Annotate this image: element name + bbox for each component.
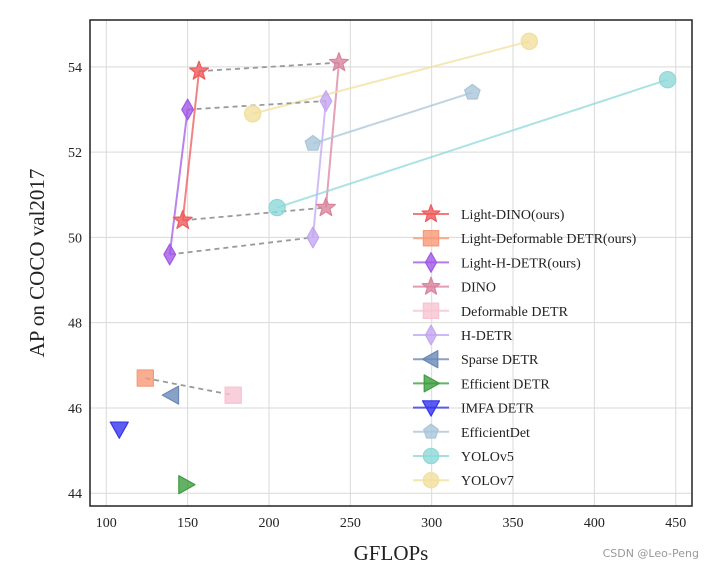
legend-marker-deformable-detr	[422, 302, 440, 320]
data-point-light-deformable-detr-ours	[136, 369, 155, 387]
series-line-h-detr	[311, 100, 327, 238]
x-tick-label: 100	[96, 516, 117, 531]
x-tick-label: 200	[258, 516, 279, 531]
x-tick-label: 250	[340, 516, 361, 531]
series-line-light-dino-ours	[181, 71, 201, 221]
x-tick-label: 400	[584, 516, 605, 531]
data-point-yolov7	[520, 32, 538, 51]
legend: Light-DINO(ours) Light-Deformable DETR(ou…	[413, 204, 637, 489]
legend-marker-efficientdet	[423, 423, 439, 439]
legend-marker-light-deformable-detr-ours	[422, 229, 440, 247]
y-tick-label: 50	[68, 231, 82, 246]
x-axis-label: GFLOPs	[354, 541, 429, 565]
legend-marker-sparse-detr	[421, 350, 439, 369]
data-points	[109, 32, 677, 495]
series-line-yolov7	[252, 40, 530, 115]
grid-lines	[90, 20, 692, 506]
legend-label-sparse-detr: Sparse DETR	[461, 353, 539, 368]
data-point-h-detr	[319, 90, 333, 112]
dashed-links	[145, 61, 339, 397]
legend-label-imfa-detr: IMFA DETR	[461, 402, 535, 417]
y-tick-label: 46	[68, 402, 82, 417]
series-line-yolov5	[276, 78, 668, 209]
legend-label-efficientdet: EfficientDet	[461, 426, 530, 441]
series-line-light-h-detr-ours	[168, 109, 189, 255]
legend-label-light-h-detr-ours: Light-H-DETR(ours)	[461, 256, 581, 271]
series-line-dino	[324, 62, 340, 208]
watermark: CSDN @Leo-Peng	[602, 547, 699, 560]
legend-label-dino: DINO	[461, 281, 496, 296]
data-point-efficientdet	[304, 134, 322, 151]
data-point-light-h-detr-ours	[163, 243, 177, 266]
legend-marker-light-dino-ours	[421, 204, 441, 223]
legend-marker-dino	[421, 276, 441, 295]
data-point-yolov5	[268, 198, 286, 217]
data-point-h-detr	[306, 226, 320, 249]
data-point-dino	[315, 197, 336, 217]
legend-marker-light-h-detr-ours	[424, 252, 438, 273]
legend-label-deformable-detr: Deformable DETR	[461, 305, 569, 320]
dashed-link	[145, 377, 234, 397]
y-tick-label: 54	[68, 61, 82, 76]
y-tick-label: 48	[68, 317, 82, 332]
x-tick-label: 350	[503, 516, 524, 531]
legend-marker-h-detr	[424, 324, 438, 346]
legend-label-yolov5: YOLOv5	[461, 450, 514, 465]
data-point-imfa-detr	[109, 421, 129, 439]
data-point-light-h-detr-ours	[181, 98, 195, 121]
y-tick-label: 52	[68, 146, 82, 161]
x-tick-label: 150	[177, 516, 198, 531]
x-tick-label: 300	[421, 516, 442, 531]
legend-label-h-detr: H-DETR	[461, 329, 513, 344]
data-point-light-dino-ours	[172, 209, 193, 229]
data-point-yolov7	[244, 105, 262, 123]
data-point-efficient-detr	[178, 475, 196, 495]
data-point-deformable-detr	[224, 386, 242, 404]
data-point-light-dino-ours	[188, 60, 210, 80]
data-point-dino	[328, 52, 349, 72]
legend-label-light-dino-ours: Light-DINO(ours)	[461, 208, 565, 223]
legend-marker-imfa-detr	[421, 400, 441, 417]
series-line-efficientdet	[312, 91, 473, 145]
data-point-sparse-detr	[161, 385, 180, 405]
legend-label-efficient-detr: Efficient DETR	[461, 377, 550, 392]
legend-label-light-deformable-detr-ours: Light-Deformable DETR(ours)	[461, 232, 637, 247]
legend-marker-efficient-detr	[423, 374, 441, 393]
x-tick-labels: 100 150 200 250 300 350 400 450	[96, 516, 686, 531]
y-axis-label: AP on COCO val2017	[25, 169, 49, 358]
data-point-yolov5	[658, 70, 677, 89]
plot-frame	[89, 19, 693, 507]
y-tick-label: 44	[68, 487, 82, 502]
dashed-link	[182, 206, 326, 222]
data-point-efficientdet	[464, 83, 481, 100]
dashed-link	[169, 236, 314, 256]
x-tick-label: 450	[665, 516, 686, 531]
legend-marker-yolov5	[422, 447, 440, 465]
legend-label-yolov7: YOLOv7	[461, 474, 514, 489]
legend-marker-yolov7	[422, 471, 440, 489]
series-lines	[168, 40, 668, 255]
y-tick-labels: 44 46 48 50 52 54	[68, 61, 82, 502]
